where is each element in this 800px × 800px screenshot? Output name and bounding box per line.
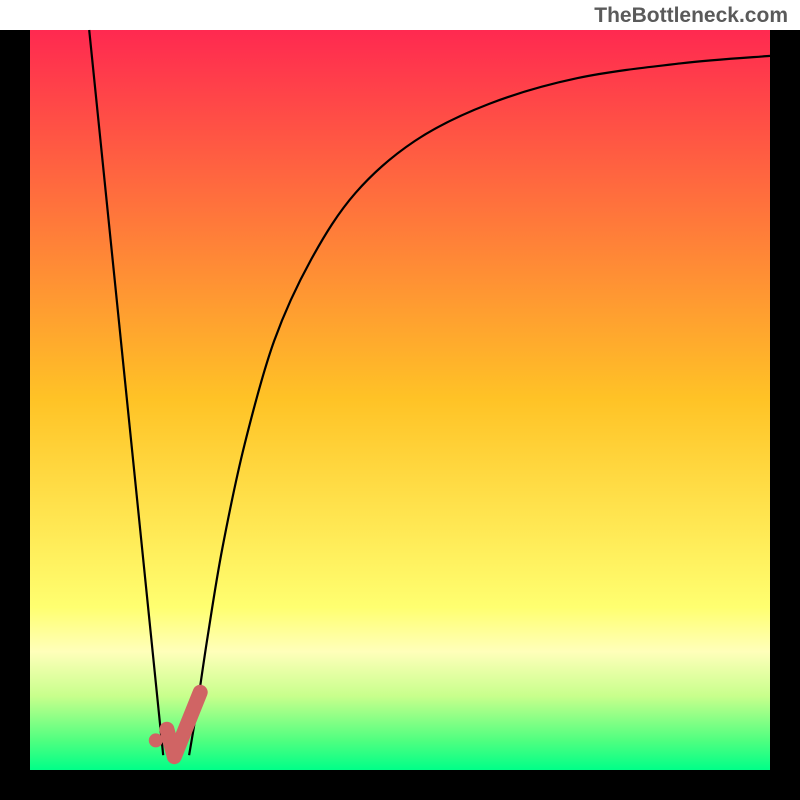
bottleneck-chart bbox=[0, 0, 800, 800]
dot-marker bbox=[149, 733, 163, 747]
gradient-plot-area bbox=[30, 30, 770, 770]
watermark-text: TheBottleneck.com bbox=[594, 4, 788, 28]
chart-container: { "meta": { "watermark": "TheBottleneck.… bbox=[0, 0, 800, 800]
